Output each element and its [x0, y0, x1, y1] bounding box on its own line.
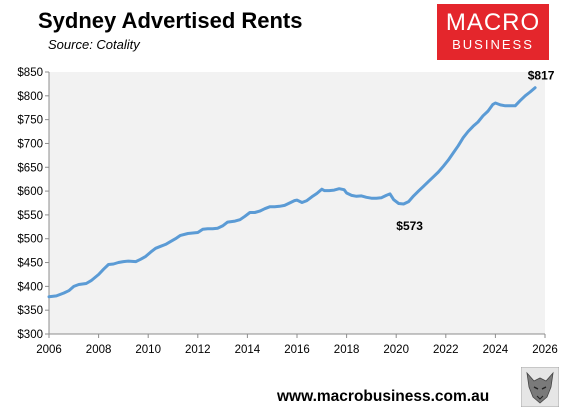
macrobusiness-logo: MACRO BUSINESS	[437, 4, 549, 60]
data-label: $817	[528, 69, 555, 83]
plot-area	[49, 72, 545, 334]
x-tick-label: 2020	[383, 344, 409, 356]
data-label: $573	[396, 219, 423, 233]
series-line	[47, 86, 537, 299]
y-tick-label: $800	[17, 91, 43, 103]
y-tick-label: $500	[17, 234, 43, 246]
y-tick-label: $600	[17, 186, 43, 198]
x-tick-label: 2016	[284, 344, 310, 356]
website-url: www.macrobusiness.com.au	[277, 388, 490, 405]
x-tick-label: 2014	[235, 344, 261, 356]
y-tick-label: $450	[17, 258, 43, 270]
y-tick-label: $350	[17, 305, 43, 317]
x-tick-label: 2006	[36, 344, 62, 356]
x-tick-label: 2010	[135, 344, 161, 356]
x-tick-label: 2008	[86, 344, 112, 356]
x-tick-label: 2018	[334, 344, 360, 356]
y-tick-label: $550	[17, 210, 43, 222]
y-tick-label: $300	[17, 329, 43, 341]
x-tick-label: 2012	[185, 344, 211, 356]
chart-subtitle: Source: Cotality	[48, 37, 140, 52]
chart-title: Sydney Advertised Rents	[38, 8, 303, 33]
y-tick-label: $750	[17, 115, 43, 127]
logo-line1: MACRO	[445, 9, 541, 36]
x-tick-label: 2024	[483, 344, 509, 356]
y-tick-label: $650	[17, 162, 43, 174]
x-tick-label: 2022	[433, 344, 459, 356]
wolf-logo-icon	[521, 367, 559, 407]
y-tick-label: $400	[17, 281, 43, 293]
y-tick-label: $850	[17, 67, 43, 79]
x-tick-label: 2026	[532, 344, 558, 356]
logo-line2: BUSINESS	[452, 37, 534, 52]
y-tick-label: $700	[17, 138, 43, 150]
